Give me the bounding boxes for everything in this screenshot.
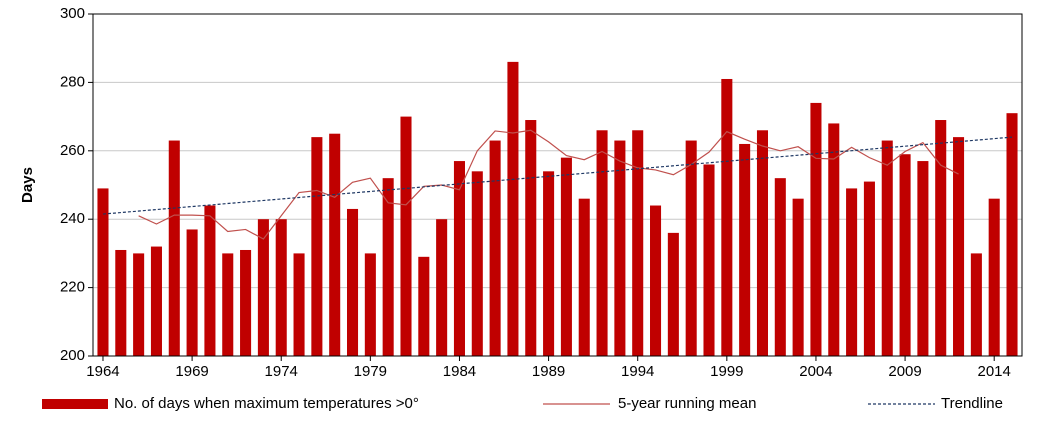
bar (204, 205, 216, 356)
bar (881, 140, 893, 356)
bar (400, 116, 412, 356)
bar (685, 140, 697, 356)
bar (222, 253, 234, 356)
bar (953, 137, 965, 356)
bar (703, 164, 715, 356)
x-tick-label: 1969 (175, 363, 208, 380)
y-tick-label: 280 (60, 73, 85, 90)
bar (311, 137, 323, 356)
bar (935, 120, 947, 357)
plot-frame (92, 13, 1023, 357)
legend-label: 5-year running mean (618, 395, 756, 412)
bar (899, 154, 911, 356)
bar (186, 229, 198, 356)
bar (453, 161, 465, 356)
bar (168, 140, 180, 356)
bar (650, 205, 662, 356)
bar (471, 171, 483, 356)
bar (507, 61, 519, 356)
bar (346, 208, 359, 356)
bar (150, 246, 162, 356)
x-tick-label: 1984 (443, 363, 476, 380)
bar (828, 123, 840, 356)
legend-label: Trendline (941, 395, 1003, 412)
bar (596, 130, 608, 356)
x-tick-label: 1974 (265, 363, 298, 380)
bar (240, 249, 252, 356)
bar (364, 253, 376, 356)
x-tick-label: 2004 (799, 363, 832, 380)
bar (293, 253, 305, 356)
bar (329, 133, 341, 356)
bar (667, 232, 679, 356)
bar (133, 253, 145, 356)
bar (863, 181, 875, 356)
trendline (102, 136, 1013, 215)
bar (970, 253, 982, 356)
bar (774, 178, 786, 356)
y-tick-label: 200 (60, 347, 85, 364)
x-tick-label: 1989 (532, 363, 565, 380)
bar (418, 256, 430, 356)
bar (97, 188, 109, 356)
bar (1006, 113, 1018, 357)
bar (988, 198, 1000, 356)
bar (632, 130, 644, 356)
x-tick-label: 1994 (621, 363, 654, 380)
bar (115, 249, 127, 356)
bar (721, 78, 733, 356)
bar (792, 198, 804, 356)
bar (489, 140, 501, 356)
x-tick-label: 2014 (978, 363, 1011, 380)
bar (578, 198, 590, 356)
x-tick-label: 1964 (86, 363, 119, 380)
bar (614, 140, 626, 356)
bar (543, 171, 555, 356)
y-tick-label: 240 (60, 210, 85, 227)
bar (275, 219, 287, 356)
bar (257, 219, 269, 356)
legend-swatch (42, 399, 108, 409)
bar (756, 130, 769, 356)
y-tick-label: 260 (60, 142, 85, 159)
bar (525, 120, 537, 357)
bar (739, 143, 751, 356)
bar (810, 102, 822, 356)
y-tick-label: 220 (60, 279, 85, 296)
bar (560, 157, 572, 356)
running-mean-line (138, 129, 959, 240)
x-tick-label: 1979 (354, 363, 387, 380)
bar (382, 178, 394, 356)
y-tick-label: 300 (60, 5, 85, 22)
legend-label: No. of days when maximum temperatures >0… (114, 395, 419, 412)
bar (846, 188, 858, 356)
x-tick-label: 2009 (888, 363, 921, 380)
y-axis-label: Days (19, 167, 36, 203)
bar (917, 161, 929, 356)
bar (436, 219, 448, 356)
x-tick-label: 1999 (710, 363, 743, 380)
